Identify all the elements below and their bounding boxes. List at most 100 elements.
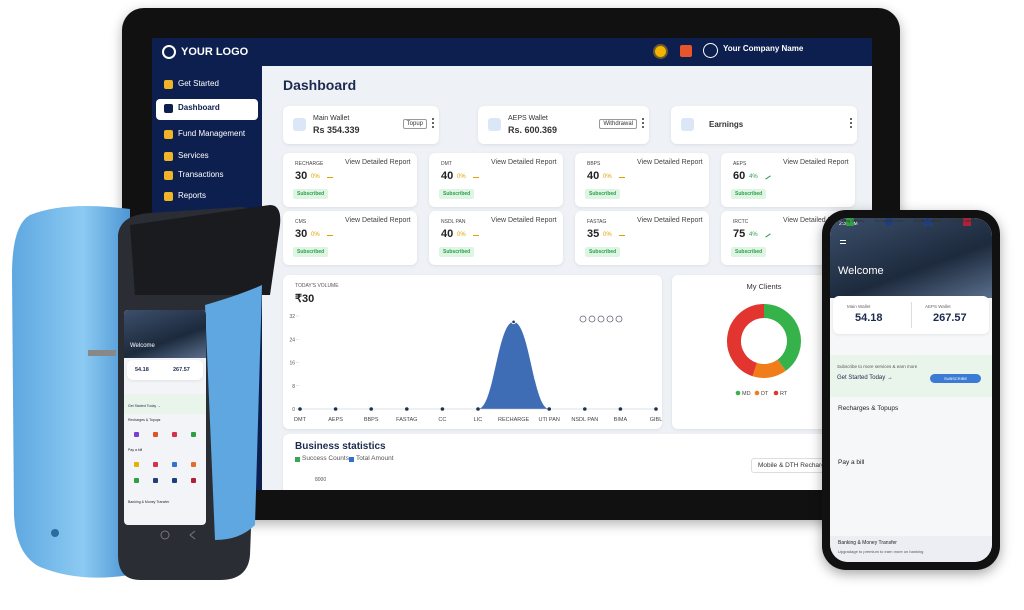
report-link[interactable]: View Detailed Report: [491, 217, 557, 224]
wallet-amount: 267.57: [933, 312, 967, 324]
service-label: Housing Society: [835, 218, 865, 223]
report-link[interactable]: View Detailed Report: [783, 159, 849, 166]
chart-title: My Clients: [746, 282, 781, 291]
service-icon: [134, 462, 139, 467]
section-title: Recharges & Topups: [128, 418, 161, 422]
legend-label: DT: [761, 391, 769, 397]
service-count: 75: [733, 228, 746, 240]
service-icon: [153, 432, 158, 437]
promo: Subscribe to more services & earn more: [837, 364, 918, 369]
menu-icon: [840, 240, 846, 244]
y-tick-label: 24: [289, 337, 295, 343]
pos-back: [12, 206, 130, 578]
x-tick-label: AEPS: [328, 417, 343, 423]
report-link[interactable]: View Detailed Report: [783, 217, 849, 224]
trend-icon: [327, 177, 333, 178]
nav-icon: [164, 130, 173, 139]
sun-icon: [655, 46, 666, 57]
donut-slice: [763, 304, 801, 371]
wallet-amount: Rs 354.339: [313, 125, 360, 135]
service-name: IRCTC: [733, 219, 749, 225]
avatar-icon: [703, 43, 718, 58]
data-point: [618, 407, 623, 411]
service-icon: [153, 478, 158, 483]
data-point: [654, 407, 658, 411]
service-label: Municipal Taxes: [874, 218, 904, 223]
nav-icon: [164, 80, 173, 89]
service-change: 4%: [749, 174, 758, 180]
legend-swatch: [349, 457, 354, 462]
y-tick-label: 8: [292, 384, 295, 390]
nav-icon: [164, 171, 173, 180]
report-link[interactable]: View Detailed Report: [637, 217, 703, 224]
service-icon: [134, 478, 139, 483]
service-count: 40: [441, 170, 454, 182]
welcome: Welcome: [130, 343, 155, 349]
wallet-amount: Rs. 600.369: [508, 125, 558, 135]
pos-screw: [51, 529, 59, 537]
service-name: FASTAG: [587, 219, 607, 225]
nav-icon: [164, 104, 173, 113]
wallet-action[interactable]: Topup: [402, 119, 427, 129]
subscribe-button[interactable]: SUBSCRIBE: [930, 374, 982, 383]
trend-icon: [765, 233, 771, 238]
service-icon: [191, 432, 196, 437]
wallet-amount: 267.57: [173, 367, 190, 373]
promo-bg: [124, 394, 206, 414]
service-icon: [172, 478, 177, 483]
service-icon: [134, 432, 139, 437]
legend-label: MD: [742, 391, 751, 397]
cta: Get Started Today →: [837, 375, 893, 381]
subscribed-badge: Subscribed: [585, 189, 621, 199]
service-icon: [191, 462, 196, 467]
trend-icon: [765, 175, 771, 180]
welcome: Welcome: [838, 265, 884, 277]
wallet-action[interactable]: Withdrawal: [599, 119, 637, 129]
volume-area: [300, 321, 656, 409]
header-bar: [152, 38, 872, 66]
nav-item: Transactions: [178, 170, 224, 179]
service-icon: [924, 218, 932, 226]
service-card: FASTAG View Detailed Report 35 0% Subscribed: [575, 211, 709, 265]
service-card: AEPS View Detailed Report 60 4% Subscribed: [721, 153, 855, 207]
wallet-card: AEPS Wallet Rs. 600.369 Withdrawal: [478, 106, 649, 144]
service-icon: [153, 462, 158, 467]
menu-dots: [642, 118, 644, 128]
report-link[interactable]: View Detailed Report: [345, 217, 411, 224]
service-icon: [172, 462, 177, 467]
service-card: RECHARGE View Detailed Report 30 0% Subscrib…: [283, 153, 417, 207]
service-change: 0%: [311, 174, 320, 180]
nav-item: Dashboard: [178, 103, 220, 112]
report-link[interactable]: View Detailed Report: [637, 159, 703, 166]
active-item-bg: [156, 99, 258, 120]
service-icon: [191, 478, 196, 483]
wallet-name: AEPS Wallet: [925, 304, 951, 309]
report-link[interactable]: View Detailed Report: [491, 159, 557, 166]
service-card: NSDL PAN View Detailed Report 40 0% Subscrib…: [429, 211, 563, 265]
menu-dots: [432, 118, 434, 128]
subscribed-badge: Subscribed: [585, 247, 621, 257]
service-count: 40: [441, 228, 454, 240]
x-tick-label: RECHARGE: [498, 417, 530, 423]
legend-swatch: [773, 390, 779, 396]
service-icon: [172, 432, 177, 437]
data-point: [547, 407, 551, 411]
service-name: CMS: [295, 219, 307, 225]
service-count: 35: [587, 228, 600, 240]
section-title: Pay a bill: [128, 448, 143, 452]
data-point: [583, 407, 587, 411]
service-name: BBPS: [587, 161, 601, 167]
hero: [124, 310, 206, 358]
donut-slice: [727, 304, 765, 377]
clients-chart: My Clients MD DT RT: [727, 282, 801, 397]
chart-label: TODAY'S VOLUME: [295, 283, 339, 289]
report-link[interactable]: View Detailed Report: [345, 159, 411, 166]
x-tick-label: DMT: [294, 417, 307, 423]
banking-title: Banking & Money Transfer: [838, 540, 897, 546]
x-tick-label: BIMA: [614, 417, 628, 423]
section-title: Recharges & Topups: [838, 405, 899, 412]
company-name: Your Company Name: [723, 44, 804, 53]
divider: [911, 302, 912, 328]
trend-icon: [619, 235, 625, 236]
